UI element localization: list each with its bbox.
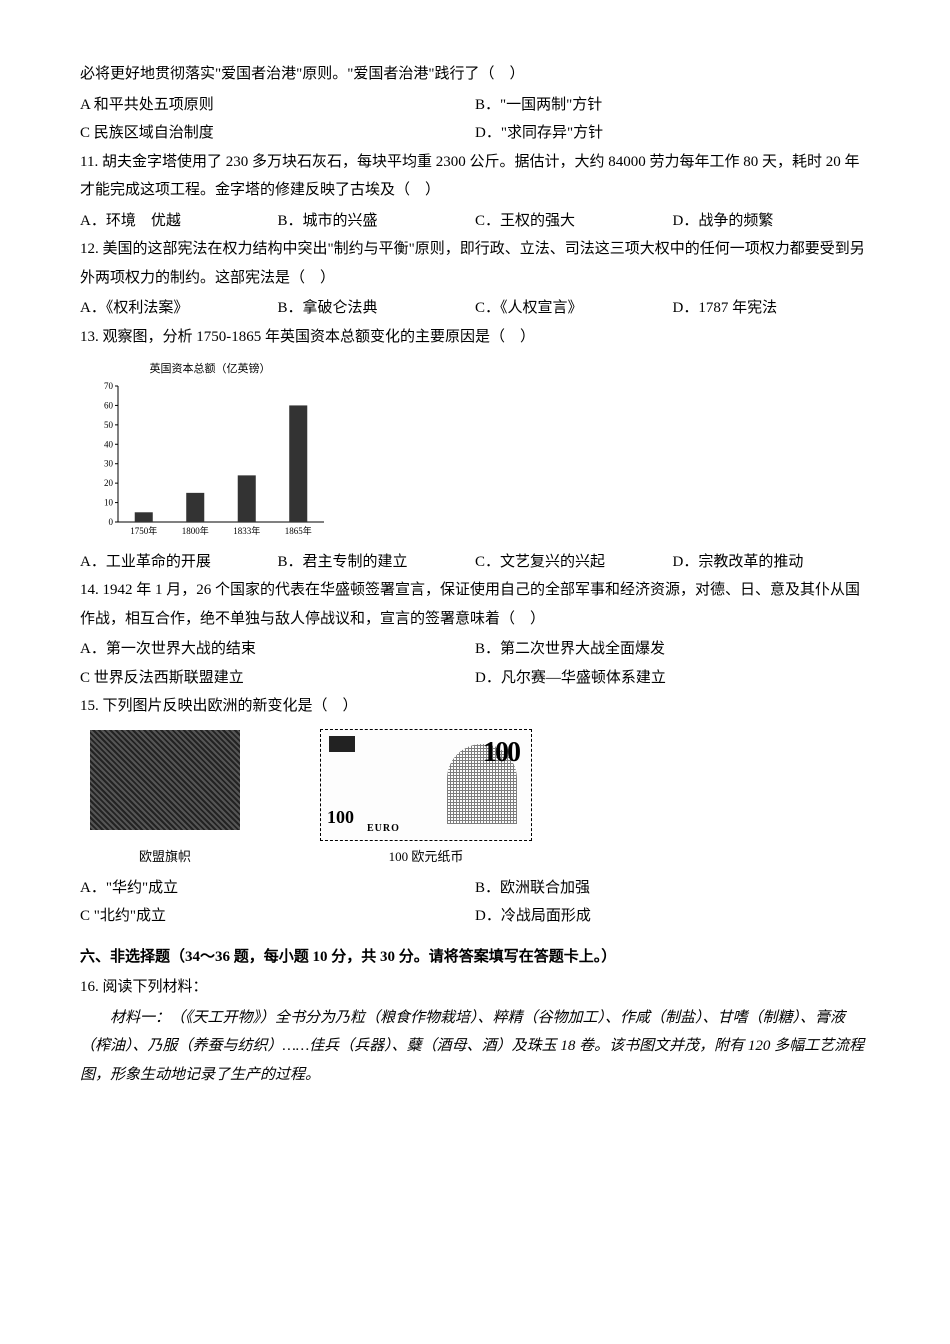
q15-stem: 15. 下列图片反映出欧洲的新变化是（ ） — [80, 692, 870, 721]
q12-opt-c[interactable]: C．《人权宣言》 — [475, 294, 673, 323]
svg-text:40: 40 — [104, 439, 114, 449]
q15-opt-b[interactable]: B．欧洲联合加强 — [475, 874, 870, 903]
svg-text:60: 60 — [104, 400, 114, 410]
q15-options: A．"华约"成立 B．欧洲联合加强 C "北约"成立 D．冷战局面形成 — [80, 874, 870, 931]
eu-flag-icon — [329, 736, 355, 752]
q14-opt-d[interactable]: D．凡尔赛—华盛顿体系建立 — [475, 664, 870, 693]
q14-opt-a[interactable]: A．第一次世界大战的结束 — [80, 635, 475, 664]
q15-opt-d[interactable]: D．冷战局面形成 — [475, 902, 870, 931]
q11-opt-a[interactable]: A．环境 优越 — [80, 207, 278, 236]
svg-text:0: 0 — [109, 517, 114, 527]
q11-opt-d[interactable]: D．战争的频繁 — [673, 207, 871, 236]
euro-100-side: 100 — [327, 800, 354, 834]
q15-img1-caption: 欧盟旗帜 — [90, 845, 240, 870]
svg-text:1800年: 1800年 — [182, 525, 209, 536]
q15-images: 欧盟旗帜 100 100 EURO 100 欧元纸币 — [90, 729, 870, 870]
eu-flag-image — [90, 730, 240, 830]
svg-text:10: 10 — [104, 497, 114, 507]
q16-material1: 材料一：（《天工开物》）全书分为乃粒（粮食作物栽培）、粹精（谷物加工）、作咸（制… — [80, 1004, 870, 1090]
q10-opt-d[interactable]: D．"求同存异"方针 — [475, 119, 870, 148]
svg-text:30: 30 — [104, 459, 114, 469]
q15-img2-box: 100 100 EURO 100 欧元纸币 — [320, 729, 532, 870]
q10-opt-c[interactable]: C 民族区域自治制度 — [80, 119, 475, 148]
q13-chart: 英国资本总额（亿英镑） 0 10 20 30 40 50 60 70 1750年 1800年 183… — [90, 359, 870, 540]
q13-opt-c[interactable]: C．文艺复兴的兴起 — [475, 548, 673, 577]
q14-opt-b[interactable]: B．第二次世界大战全面爆发 — [475, 635, 870, 664]
q13-chart-title: 英国资本总额（亿英镑） — [90, 359, 330, 380]
q10-stem-tail: 必将更好地贯彻落实"爱国者治港"原则。"爱国者治港"践行了（ ） — [80, 60, 870, 89]
svg-text:50: 50 — [104, 420, 114, 430]
euro-banknote-image: 100 100 EURO — [320, 729, 532, 841]
q12-opt-a[interactable]: A．《权利法案》 — [80, 294, 278, 323]
q14-opt-c[interactable]: C 世界反法西斯联盟建立 — [80, 664, 475, 693]
q12-opt-b[interactable]: B．拿破仑法典 — [278, 294, 476, 323]
q11-options: A．环境 优越 B．城市的兴盛 C．王权的强大 D．战争的频繁 — [80, 207, 870, 236]
q11-stem: 11. 胡夫金字塔使用了 230 多万块石灰石，每块平均重 2300 公斤。据估… — [80, 148, 870, 205]
q15-opt-c[interactable]: C "北约"成立 — [80, 902, 475, 931]
svg-text:1865年: 1865年 — [285, 525, 312, 536]
q15-img2-caption: 100 欧元纸币 — [320, 845, 532, 870]
q14-options: A．第一次世界大战的结束 B．第二次世界大战全面爆发 C 世界反法西斯联盟建立 … — [80, 635, 870, 692]
q12-options: A．《权利法案》 B．拿破仑法典 C．《人权宣言》 D．1787 年宪法 — [80, 294, 870, 323]
euro-word: EURO — [367, 819, 400, 838]
section6-heading: 六、非选择题（34～36 题，每小题 10 分，共 30 分。请将答案填写在答题… — [80, 943, 870, 972]
q13-chart-svg: 0 10 20 30 40 50 60 70 1750年 1800年 1833年 1865年 — [90, 380, 330, 540]
q13-opt-a[interactable]: A．工业革命的开展 — [80, 548, 278, 577]
q10-opt-b[interactable]: B．"一国两制"方针 — [475, 91, 870, 120]
q15-img1-box: 欧盟旗帜 — [90, 730, 240, 869]
q15-opt-a[interactable]: A．"华约"成立 — [80, 874, 475, 903]
q10-opt-a[interactable]: A 和平共处五项原则 — [80, 91, 475, 120]
q10-options: A 和平共处五项原则 B．"一国两制"方针 C 民族区域自治制度 D．"求同存异… — [80, 91, 870, 148]
svg-text:1750年: 1750年 — [130, 525, 157, 536]
q11-opt-b[interactable]: B．城市的兴盛 — [278, 207, 476, 236]
q12-opt-d[interactable]: D．1787 年宪法 — [673, 294, 871, 323]
q13-opt-d[interactable]: D．宗教改革的推动 — [673, 548, 871, 577]
q13-opt-b[interactable]: B．君主专制的建立 — [278, 548, 476, 577]
euro-arch-graphic — [447, 744, 517, 824]
q14-stem: 14. 1942 年 1 月，26 个国家的代表在华盛顿签署宣言，保证使用自己的… — [80, 576, 870, 633]
svg-text:70: 70 — [104, 381, 114, 391]
svg-text:20: 20 — [104, 478, 114, 488]
q13-stem: 13. 观察图，分析 1750-1865 年英国资本总额变化的主要原因是（ ） — [80, 323, 870, 352]
svg-text:1833年: 1833年 — [233, 525, 260, 536]
q13-options: A．工业革命的开展 B．君主专制的建立 C．文艺复兴的兴起 D．宗教改革的推动 — [80, 548, 870, 577]
q16-lead: 16. 阅读下列材料： — [80, 973, 870, 1002]
q11-opt-c[interactable]: C．王权的强大 — [475, 207, 673, 236]
q12-stem: 12. 美国的这部宪法在权力结构中突出"制约与平衡"原则，即行政、立法、司法这三… — [80, 235, 870, 292]
